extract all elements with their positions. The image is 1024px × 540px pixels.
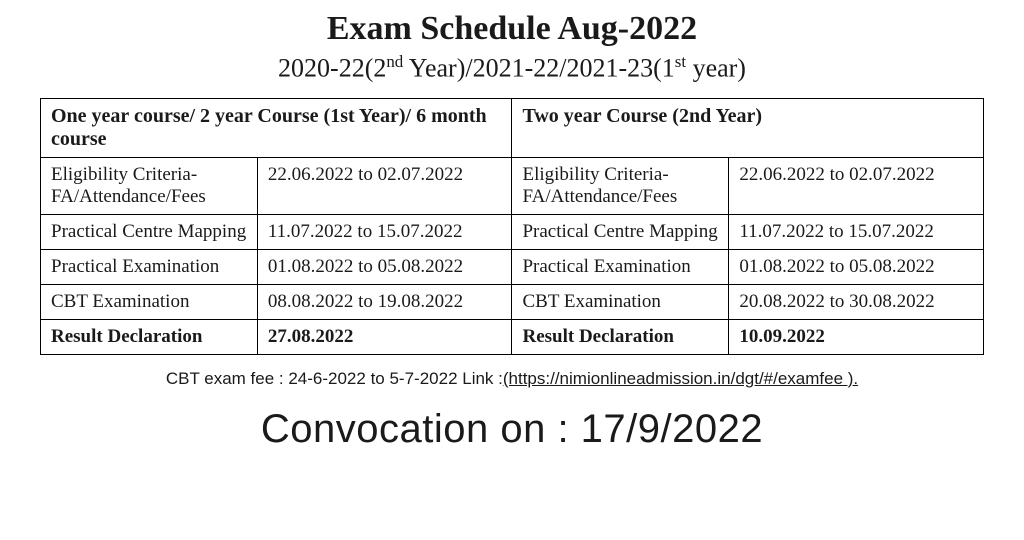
cell-right-value: 01.08.2022 to 05.08.2022 <box>729 249 984 284</box>
cell-left-label: CBT Examination <box>41 284 258 319</box>
cell-right-value: 22.06.2022 to 02.07.2022 <box>729 157 984 214</box>
cell-right-label: Practical Examination <box>512 249 729 284</box>
cell-left-value: 27.08.2022 <box>257 319 512 354</box>
cell-left-value: 08.08.2022 to 19.08.2022 <box>257 284 512 319</box>
cell-left-label: Eligibility Criteria- FA/Attendance/Fees <box>41 157 258 214</box>
convocation-text: Convocation on : 17/9/2022 <box>40 407 984 452</box>
cell-left-value: 11.07.2022 to 15.07.2022 <box>257 214 512 249</box>
footnote: CBT exam fee : 24-6-2022 to 5-7-2022 Lin… <box>40 369 984 389</box>
subtitle-superscript: st <box>675 52 686 71</box>
page-subtitle: 2020-22(2nd Year)/2021-22/2021-23(1st ye… <box>40 52 984 84</box>
exam-schedule-table: One year course/ 2 year Course (1st Year… <box>40 98 984 355</box>
header-right: Two year Course (2nd Year) <box>512 98 984 157</box>
cell-right-label: CBT Examination <box>512 284 729 319</box>
table-row: Eligibility Criteria- FA/Attendance/Fees… <box>41 157 984 214</box>
cell-left-value: 01.08.2022 to 05.08.2022 <box>257 249 512 284</box>
table-row: Practical Centre Mapping11.07.2022 to 15… <box>41 214 984 249</box>
cell-left-value: 22.06.2022 to 02.07.2022 <box>257 157 512 214</box>
cell-right-value: 20.08.2022 to 30.08.2022 <box>729 284 984 319</box>
header-left: One year course/ 2 year Course (1st Year… <box>41 98 512 157</box>
footnote-link[interactable]: (https://nimionlineadmission.in/dgt/#/ex… <box>503 369 858 388</box>
footnote-prefix: CBT exam fee : 24-6-2022 to 5-7-2022 Lin… <box>166 369 503 388</box>
cell-right-label: Practical Centre Mapping <box>512 214 729 249</box>
subtitle-part: 2020-22(2 <box>278 54 386 83</box>
table-row: CBT Examination08.08.2022 to 19.08.2022C… <box>41 284 984 319</box>
cell-right-value: 11.07.2022 to 15.07.2022 <box>729 214 984 249</box>
cell-right-label: Result Declaration <box>512 319 729 354</box>
cell-right-label: Eligibility Criteria- FA/Attendance/Fees <box>512 157 729 214</box>
subtitle-part: year) <box>686 54 746 83</box>
table-row: Practical Examination01.08.2022 to 05.08… <box>41 249 984 284</box>
cell-left-label: Result Declaration <box>41 319 258 354</box>
table-header-row: One year course/ 2 year Course (1st Year… <box>41 98 984 157</box>
subtitle-superscript: nd <box>386 52 403 71</box>
cell-left-label: Practical Centre Mapping <box>41 214 258 249</box>
cell-right-value: 10.09.2022 <box>729 319 984 354</box>
table-row: Result Declaration27.08.2022Result Decla… <box>41 319 984 354</box>
subtitle-part: Year)/2021-22/2021-23(1 <box>403 54 675 83</box>
cell-left-label: Practical Examination <box>41 249 258 284</box>
page-title: Exam Schedule Aug-2022 <box>40 10 984 48</box>
